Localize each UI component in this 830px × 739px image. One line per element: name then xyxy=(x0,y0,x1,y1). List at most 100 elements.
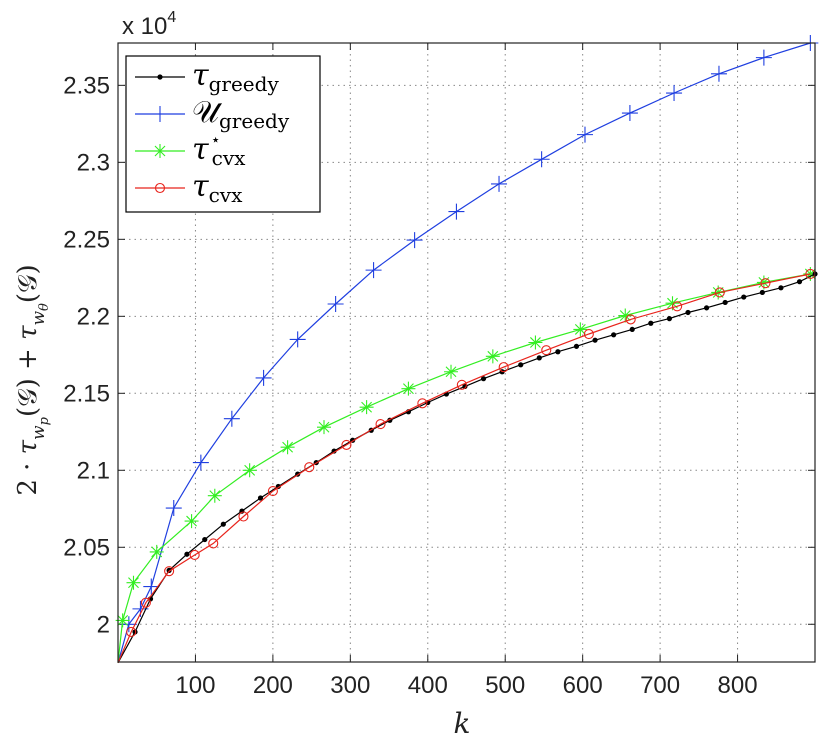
series-point xyxy=(164,566,175,577)
y-tick-label: 2.25 xyxy=(63,226,110,253)
series-point xyxy=(485,349,500,364)
x-tick-label: 800 xyxy=(718,672,758,699)
series-point xyxy=(541,345,552,356)
plot-frame xyxy=(117,42,816,663)
legend-label: τcvx xyxy=(192,169,243,207)
legend-label: τ ⋆ cvx xyxy=(192,130,246,170)
series-point xyxy=(666,316,673,322)
series-point xyxy=(143,578,160,595)
series-point xyxy=(456,379,467,390)
series-point xyxy=(192,454,209,471)
series-line xyxy=(117,273,816,664)
series-point xyxy=(140,597,151,608)
legend-label: τgreedy xyxy=(192,58,279,96)
x-tick-label: 700 xyxy=(640,672,680,699)
series-point xyxy=(280,440,295,455)
series-2 xyxy=(115,266,818,663)
x-tick-label: 300 xyxy=(330,672,370,699)
y-tick-label: 2.1 xyxy=(77,457,110,484)
series-point xyxy=(220,521,226,527)
series-point xyxy=(625,314,636,325)
y-tick-label: 2.2 xyxy=(77,303,110,330)
series-point xyxy=(576,126,593,143)
legend-item: τcvx xyxy=(135,169,243,207)
series-point xyxy=(327,295,344,312)
series-point xyxy=(126,575,141,590)
series-point xyxy=(238,511,249,522)
series-point xyxy=(618,308,633,323)
series-point xyxy=(189,549,200,561)
x-tick-label: 400 xyxy=(408,672,448,699)
series-point xyxy=(759,289,765,296)
series-point xyxy=(629,326,635,333)
series-point xyxy=(491,175,508,192)
series-point xyxy=(257,495,264,501)
series-line xyxy=(117,273,811,664)
legend-box xyxy=(125,55,321,213)
series-point xyxy=(528,335,543,350)
series-point xyxy=(480,376,487,382)
x-tick-label: 500 xyxy=(485,672,525,699)
series-point xyxy=(365,262,382,279)
series-point xyxy=(760,278,771,289)
series-point xyxy=(153,144,167,158)
tick-labels: 100 200 300 400 500 600 700 800 2 2.05 2.1 2.15 2.2 2… xyxy=(63,72,757,699)
y-tick-label: 2.3 xyxy=(77,149,110,176)
series-point xyxy=(778,285,784,291)
x-tick-label: 200 xyxy=(253,672,293,699)
series-point xyxy=(536,355,542,361)
series-point xyxy=(666,85,683,102)
series-point xyxy=(583,328,594,340)
y-tick-label: 2.15 xyxy=(63,380,110,407)
series-point xyxy=(165,500,182,517)
series-point xyxy=(359,400,374,415)
series-line xyxy=(117,273,811,663)
series-3 xyxy=(117,268,816,664)
series-point xyxy=(555,349,561,355)
series-point xyxy=(672,301,683,312)
series-point xyxy=(115,613,130,628)
series-point xyxy=(289,331,306,348)
series-point xyxy=(685,309,691,316)
series-point xyxy=(498,362,509,373)
series-point xyxy=(518,362,524,368)
y-multiplier-exp: 4 xyxy=(167,9,176,26)
y-axis-label: 2 · τwp(𝒢) + τwθ(𝒢) xyxy=(13,264,52,495)
x-axis-label: k xyxy=(454,707,471,739)
series-point xyxy=(331,448,337,454)
y-tick-label: 2.05 xyxy=(63,534,110,561)
series-point xyxy=(154,182,166,194)
x-tick-label: 600 xyxy=(563,672,603,699)
series-point xyxy=(755,49,772,66)
series-point xyxy=(401,381,416,396)
series-point xyxy=(714,287,725,298)
series-point xyxy=(573,322,588,337)
y-multiplier-base: x 10 xyxy=(122,13,167,40)
series-0 xyxy=(117,271,818,664)
series-point xyxy=(120,616,137,633)
series-point xyxy=(611,332,617,338)
series-point xyxy=(406,232,423,249)
series-point xyxy=(573,343,580,349)
series-point xyxy=(533,151,550,168)
series-point xyxy=(126,626,137,638)
series-point xyxy=(267,486,278,497)
svg-text:2 · τwp(𝒢) + τwθ(𝒢): 2 · τwp(𝒢) + τwθ(𝒢) xyxy=(13,264,52,495)
series-point xyxy=(621,105,638,122)
series-point xyxy=(184,551,190,557)
legend-item: 𝒰greedy xyxy=(135,95,290,133)
legend-item: τgreedy xyxy=(135,58,279,96)
series-point xyxy=(665,296,680,311)
series-point xyxy=(417,398,428,409)
series-point xyxy=(317,420,332,435)
series-point xyxy=(796,279,803,285)
series-point xyxy=(184,514,199,529)
series-point xyxy=(202,536,208,543)
series-point xyxy=(223,410,240,427)
series-point xyxy=(741,294,747,300)
series-point xyxy=(166,567,172,573)
series-point xyxy=(152,106,168,122)
series-point xyxy=(242,463,257,478)
